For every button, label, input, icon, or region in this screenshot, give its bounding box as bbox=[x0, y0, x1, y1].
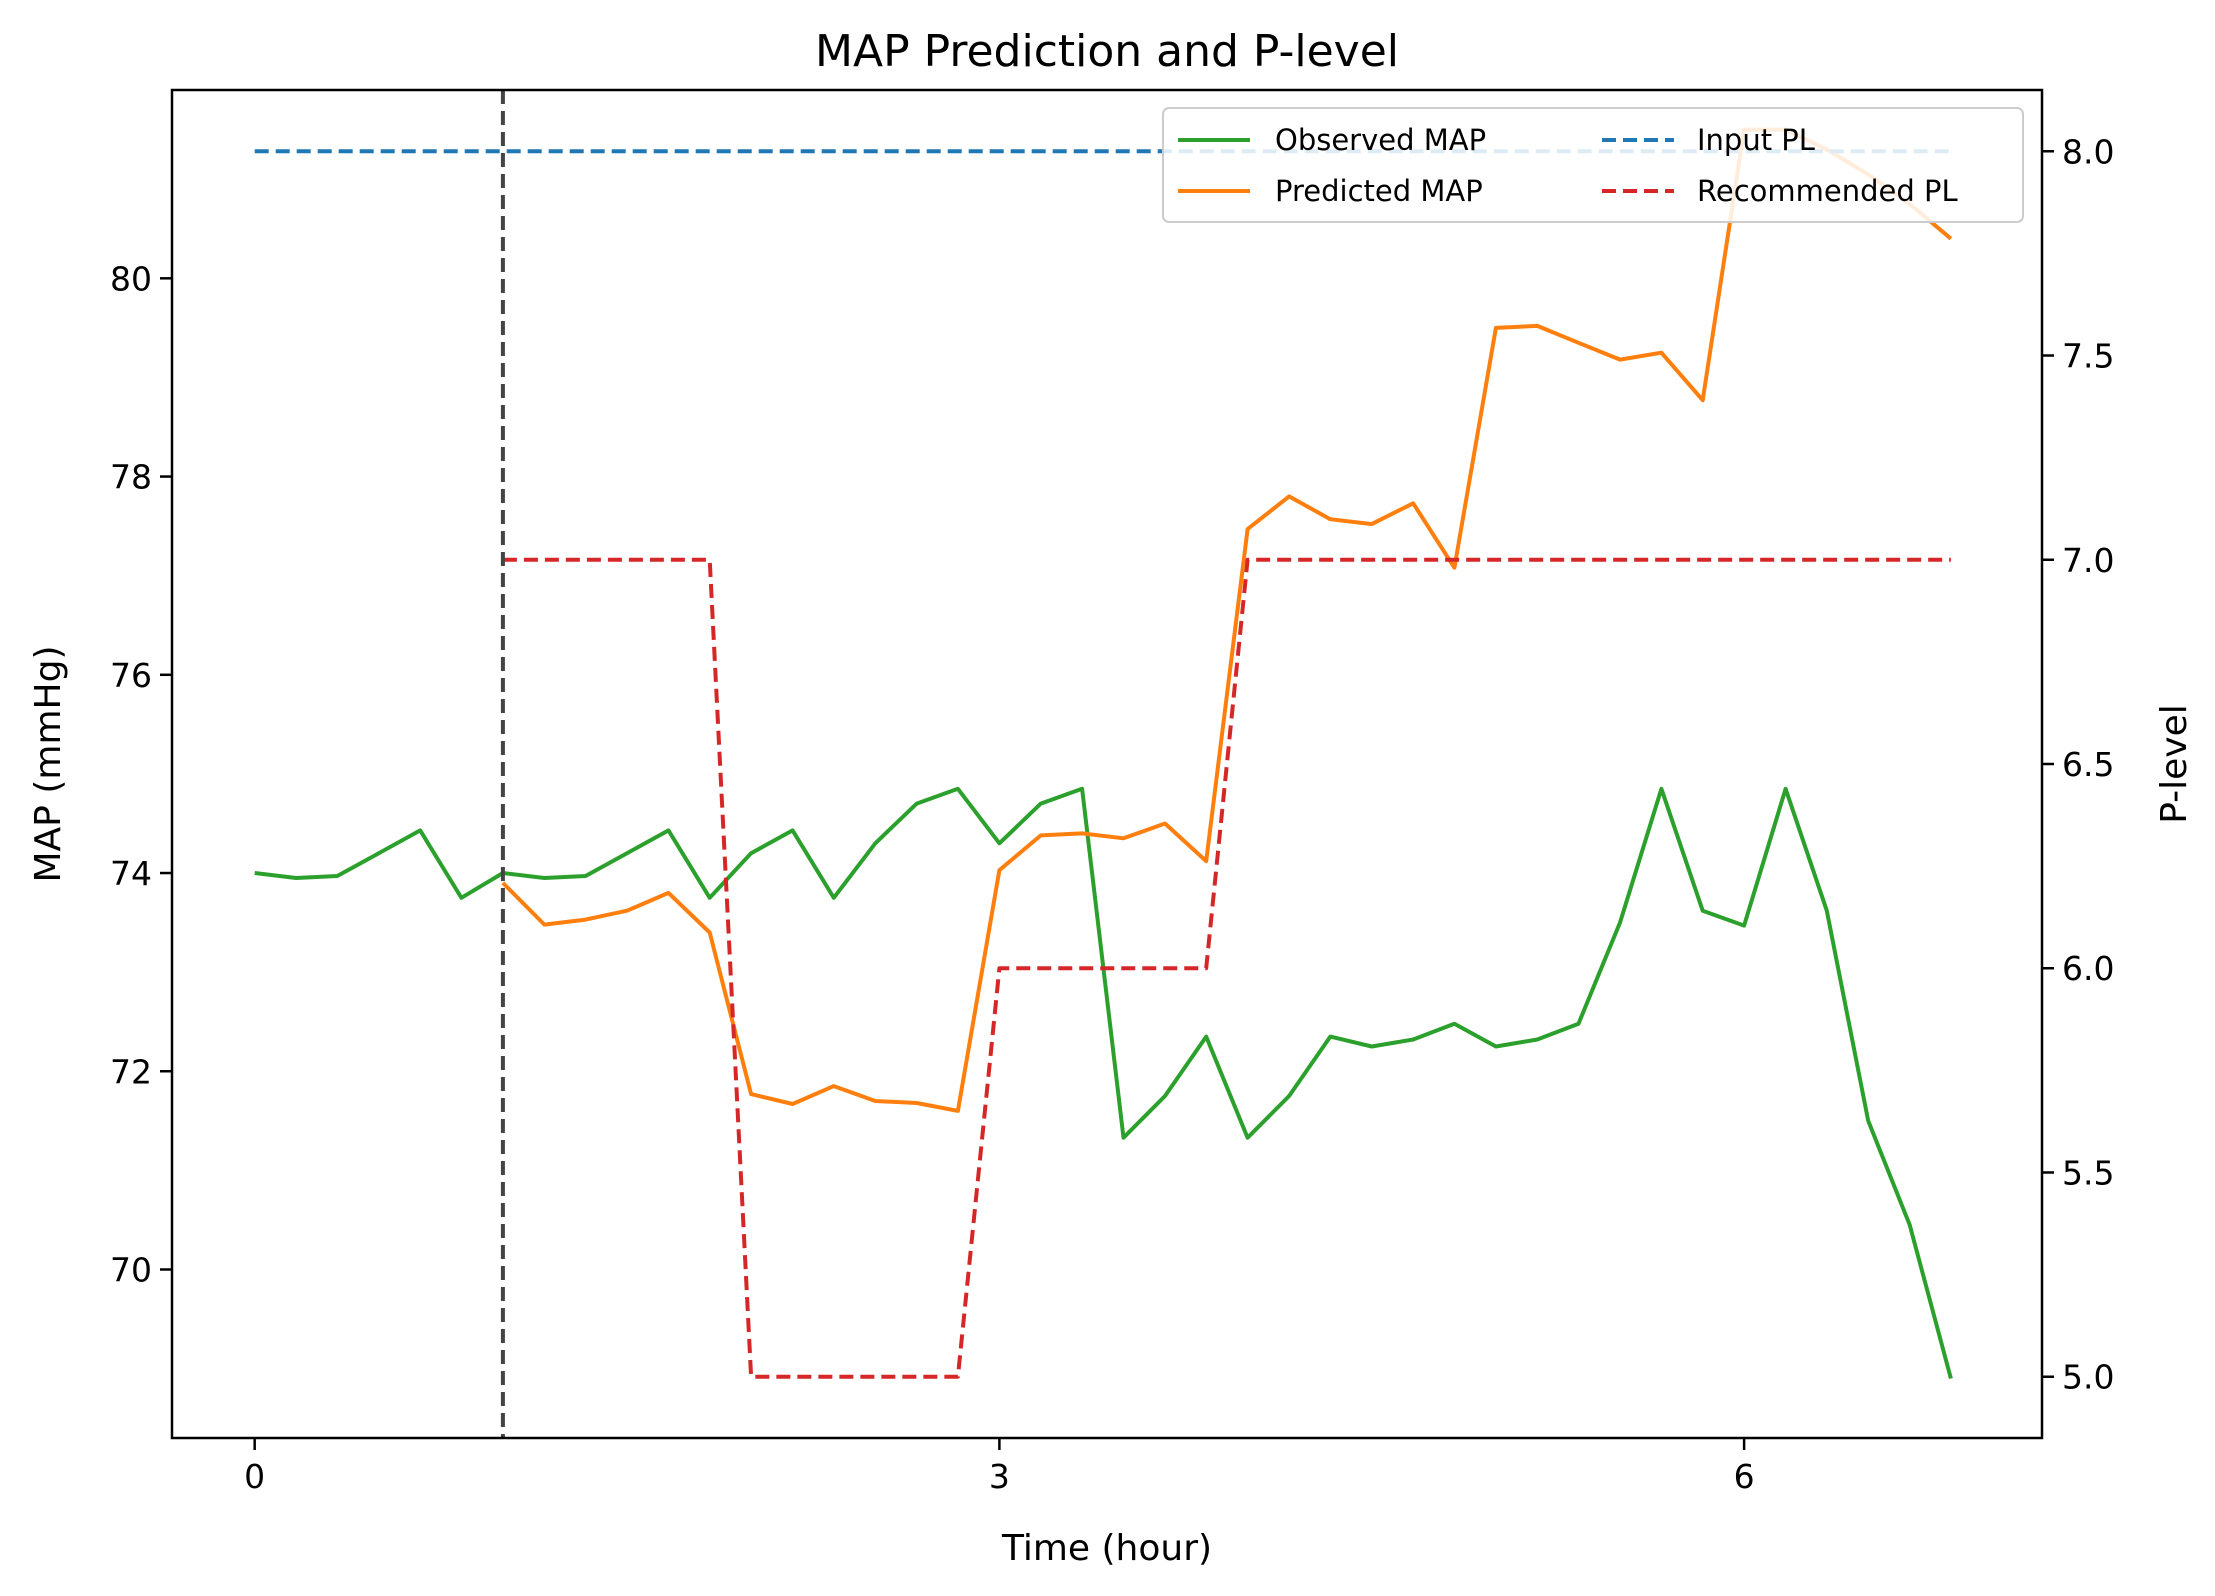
y2-axis-label: P-level bbox=[2154, 704, 2195, 824]
y-tick-label: 80 bbox=[110, 259, 152, 298]
y-tick-label: 70 bbox=[110, 1251, 152, 1290]
legend-label-input-pl: Input PL bbox=[1697, 123, 1815, 157]
y2-tick-label: 7.5 bbox=[2062, 337, 2114, 376]
y2-tick-label: 8.0 bbox=[2062, 132, 2114, 171]
y2-tick-label: 5.5 bbox=[2062, 1153, 2114, 1192]
y-tick-label: 74 bbox=[110, 854, 152, 893]
plot-frame bbox=[170, 88, 2044, 1440]
y2-tick-label: 5.0 bbox=[2062, 1358, 2114, 1397]
x-tick-label: 0 bbox=[244, 1457, 265, 1496]
series-line-predicted-map bbox=[501, 127, 1953, 1113]
y2-tick-label: 6.5 bbox=[2062, 745, 2114, 784]
legend-label-predicted-map: Predicted MAP bbox=[1275, 174, 1483, 208]
y-tick-label: 72 bbox=[110, 1052, 152, 1091]
legend-label-observed-map: Observed MAP bbox=[1275, 123, 1486, 157]
legend-box bbox=[1162, 107, 2024, 223]
legend: Observed MAP Predicted MAP Input PL Reco… bbox=[1162, 107, 2024, 223]
x-tick-label: 3 bbox=[989, 1457, 1010, 1496]
y2-tick-label: 7.0 bbox=[2062, 541, 2114, 580]
ticks-layer: 0 3 6 70 72 74 76 78 80 5.0 5.5 6.0 6.5 7.0 7.5 8.0 bbox=[110, 132, 2114, 1496]
y-tick-label: 78 bbox=[110, 458, 152, 497]
x-axis-label: Time (hour) bbox=[1001, 1528, 1212, 1569]
series-line-observed-map bbox=[254, 786, 1953, 1380]
x-tick-label: 6 bbox=[1734, 1457, 1755, 1496]
chart-title: MAP Prediction and P-level bbox=[815, 26, 1399, 77]
legend-label-recommended-pl: Recommended PL bbox=[1697, 174, 1958, 208]
y-axis-label: MAP (mmHg) bbox=[28, 646, 69, 883]
y2-tick-label: 6.0 bbox=[2062, 949, 2114, 988]
series-line-recommended-pl bbox=[502, 557, 1951, 1379]
y-tick-label: 76 bbox=[110, 656, 152, 695]
series-layer bbox=[254, 90, 1953, 1438]
